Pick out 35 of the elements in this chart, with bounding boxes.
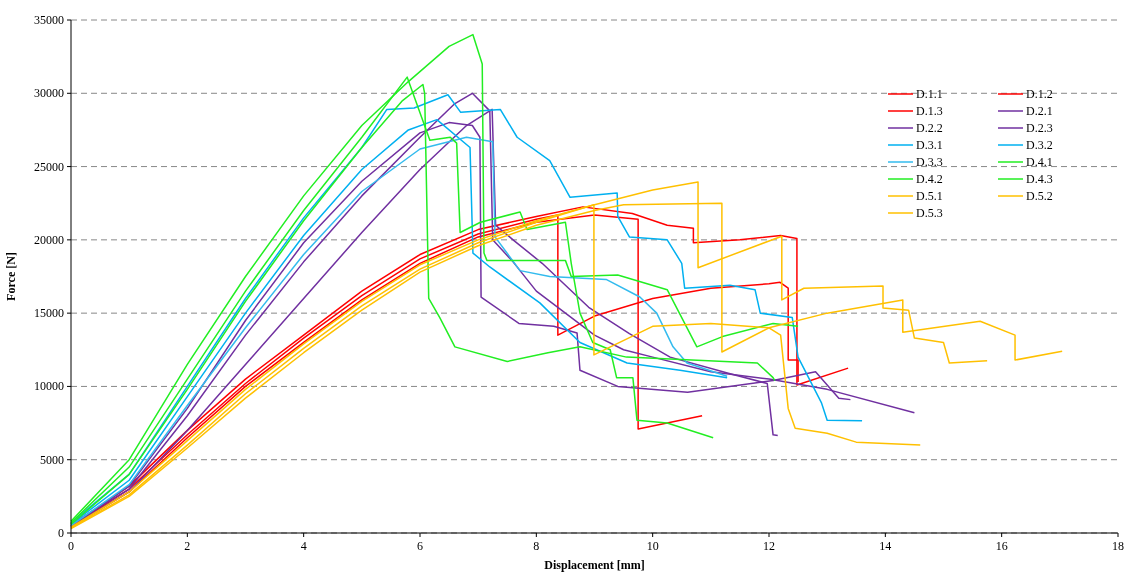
legend-label: D.5.1 <box>916 189 943 203</box>
legend-label: D.2.2 <box>916 121 943 135</box>
x-tick-label: 12 <box>763 539 775 553</box>
y-tick-label: 5000 <box>40 452 64 467</box>
x-tick-label: 8 <box>533 539 540 553</box>
legend-label: D.3.1 <box>916 138 943 152</box>
legend-label: D.3.2 <box>1026 138 1053 152</box>
legend-label: D.1.1 <box>916 87 943 101</box>
legend-label: D.2.1 <box>1026 104 1053 118</box>
legend-label: D.3.3 <box>916 155 943 169</box>
y-tick-label: 35000 <box>34 13 64 27</box>
y-axis-title: Force [N] <box>4 252 18 301</box>
x-tick-label: 2 <box>184 539 191 553</box>
x-tick-label: 4 <box>300 539 307 553</box>
y-tick-label: 10000 <box>34 379 64 394</box>
legend-label: D.4.3 <box>1026 172 1053 186</box>
y-tick-label: 20000 <box>34 232 64 247</box>
legend-label: D.1.3 <box>916 104 943 118</box>
x-axis-title: Displacement [mm] <box>544 558 645 572</box>
y-tick-label: 0 <box>58 526 64 540</box>
x-tick-label: 18 <box>1112 539 1124 553</box>
x-tick-label: 6 <box>417 539 423 553</box>
x-tick-label: 0 <box>68 539 74 553</box>
y-tick-label: 25000 <box>34 159 64 174</box>
legend-label: D.2.3 <box>1026 121 1053 135</box>
x-tick-label: 10 <box>646 539 659 553</box>
y-tick-label: 30000 <box>34 86 64 101</box>
legend-label: D.4.1 <box>1026 155 1053 169</box>
legend-label: D.4.2 <box>916 172 943 186</box>
x-tick-label: 16 <box>995 539 1008 553</box>
y-tick-label: 15000 <box>34 306 64 321</box>
x-tick-label: 14 <box>879 539 892 553</box>
legend-label: D.5.2 <box>1026 189 1053 203</box>
legend-label: D.5.3 <box>916 206 943 220</box>
legend-label: D.1.2 <box>1026 87 1053 101</box>
